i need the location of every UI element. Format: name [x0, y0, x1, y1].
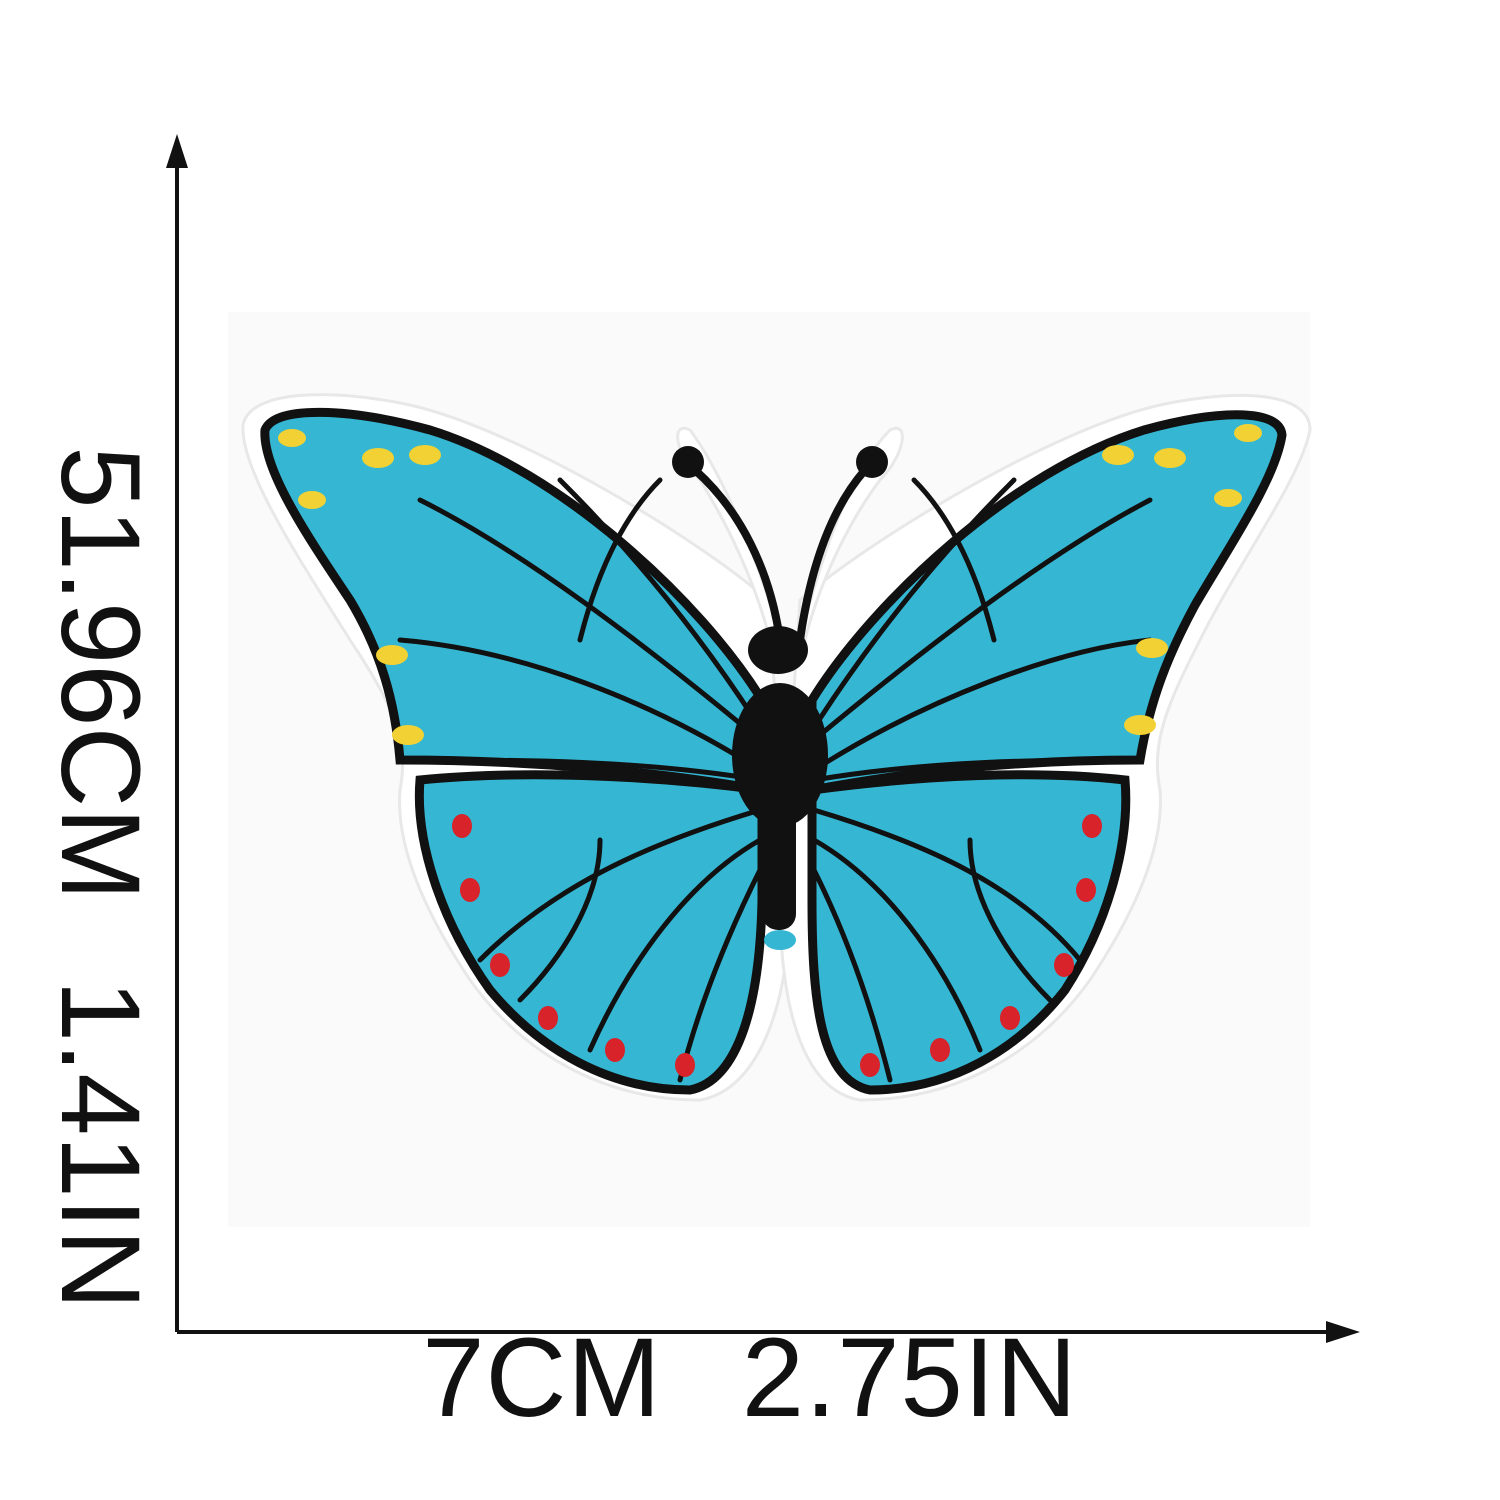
- height-in-label: 1.41IN: [38, 979, 163, 1310]
- height-axis-arrow-icon: [166, 134, 188, 168]
- width-cm-label: 7CM: [422, 1315, 662, 1440]
- lower-right-wing: [807, 770, 1131, 1095]
- height-cm-label: 51.96CM: [38, 446, 163, 901]
- width-label: 7CM 2.75IN: [0, 1322, 1500, 1434]
- height-label: 51.96CM 1.41IN: [38, 422, 163, 1334]
- width-axis-arrow-icon: [1326, 1321, 1360, 1343]
- lower-left-wing: [414, 770, 767, 1095]
- width-in-label: 2.75IN: [741, 1315, 1078, 1440]
- butterfly-body: [748, 626, 808, 674]
- butterfly-patch-icon: [241, 393, 1312, 1102]
